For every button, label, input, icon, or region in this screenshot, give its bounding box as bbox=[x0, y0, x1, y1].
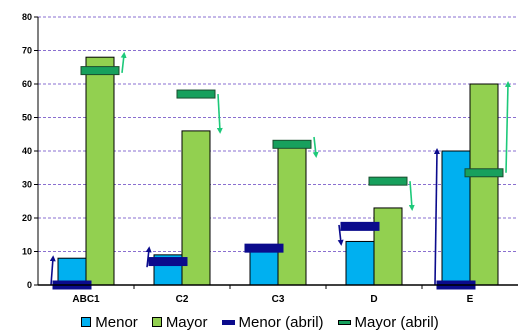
legend-swatch-menor bbox=[81, 317, 92, 327]
legend-item-menor: Menor bbox=[81, 314, 138, 331]
bar-mayor-c3 bbox=[277, 147, 307, 286]
x-tick-label-c3: C3 bbox=[272, 294, 285, 305]
marker-mayor-abril--c2 bbox=[176, 89, 216, 99]
marker-menor-abril--c2 bbox=[148, 257, 188, 267]
marker-mayor-abril--d bbox=[368, 176, 408, 186]
y-tick-label-60: 60 bbox=[22, 79, 32, 89]
y-tick-label-50: 50 bbox=[22, 113, 32, 123]
y-tick-label-0: 0 bbox=[27, 280, 32, 290]
x-tick-label-c2: C2 bbox=[176, 294, 189, 305]
legend-swatch-mayor-abril bbox=[337, 319, 351, 325]
bar-mayor-abc1 bbox=[85, 56, 115, 286]
legend: Menor Mayor Menor (abril) Mayor (abril) bbox=[0, 312, 520, 332]
bar-mayor-e bbox=[469, 83, 499, 286]
y-tick-label-10: 10 bbox=[22, 247, 32, 257]
arrow-menor-abc1 bbox=[49, 255, 56, 286]
legend-item-menor-abril: Menor (abril) bbox=[221, 313, 324, 331]
marker-mayor-abril--c3 bbox=[272, 139, 312, 149]
marker-mayor-abril--abc1 bbox=[80, 66, 120, 76]
arrow-mayor-c2 bbox=[216, 94, 223, 134]
arrow-mayor-c3 bbox=[312, 136, 319, 158]
arrow-menor-d bbox=[337, 224, 344, 246]
change-arrows bbox=[49, 51, 511, 286]
x-tick-label-e: E bbox=[467, 294, 474, 305]
arrow-mayor-e bbox=[504, 81, 511, 173]
marker-menor-abril--d bbox=[340, 221, 380, 231]
y-tick-label-20: 20 bbox=[22, 213, 32, 223]
bar-mayor-d bbox=[373, 207, 403, 286]
y-tick-label-30: 30 bbox=[22, 180, 32, 190]
bar-menor-d bbox=[345, 240, 375, 286]
marker-mayor-abril--e bbox=[464, 168, 504, 178]
legend-label-menor: Menor bbox=[95, 313, 138, 331]
y-axis: 0 10 20 30 40 50 60 70 80 bbox=[22, 12, 38, 290]
legend-item-mayor: Mayor bbox=[151, 313, 208, 331]
legend-label-mayor: Mayor bbox=[165, 313, 208, 331]
x-axis: ABC1 C2 C3 D E bbox=[72, 285, 474, 305]
marker-menor-abril--c3 bbox=[244, 243, 284, 253]
legend-label-mayor-abril: Mayor (abril) bbox=[354, 313, 439, 331]
legend-label-menor-abril: Menor (abril) bbox=[238, 313, 324, 331]
arrow-menor-e bbox=[433, 148, 440, 286]
bar-menor-c3 bbox=[249, 251, 279, 286]
y-tick-label-40: 40 bbox=[22, 146, 32, 156]
x-tick-label-abc1: ABC1 bbox=[72, 294, 100, 305]
legend-swatch-menor-abril bbox=[221, 319, 235, 325]
arrow-menor-c2 bbox=[145, 246, 152, 268]
axes bbox=[37, 17, 518, 286]
arrow-mayor-abc1 bbox=[120, 51, 127, 73]
x-tick-label-d: D bbox=[370, 294, 377, 305]
y-tick-label-80: 80 bbox=[22, 12, 32, 22]
y-tick-label-70: 70 bbox=[22, 46, 32, 56]
arrow-mayor-d bbox=[408, 181, 415, 211]
legend-swatch-mayor bbox=[151, 317, 162, 327]
legend-item-mayor-abril: Mayor (abril) bbox=[337, 313, 439, 331]
